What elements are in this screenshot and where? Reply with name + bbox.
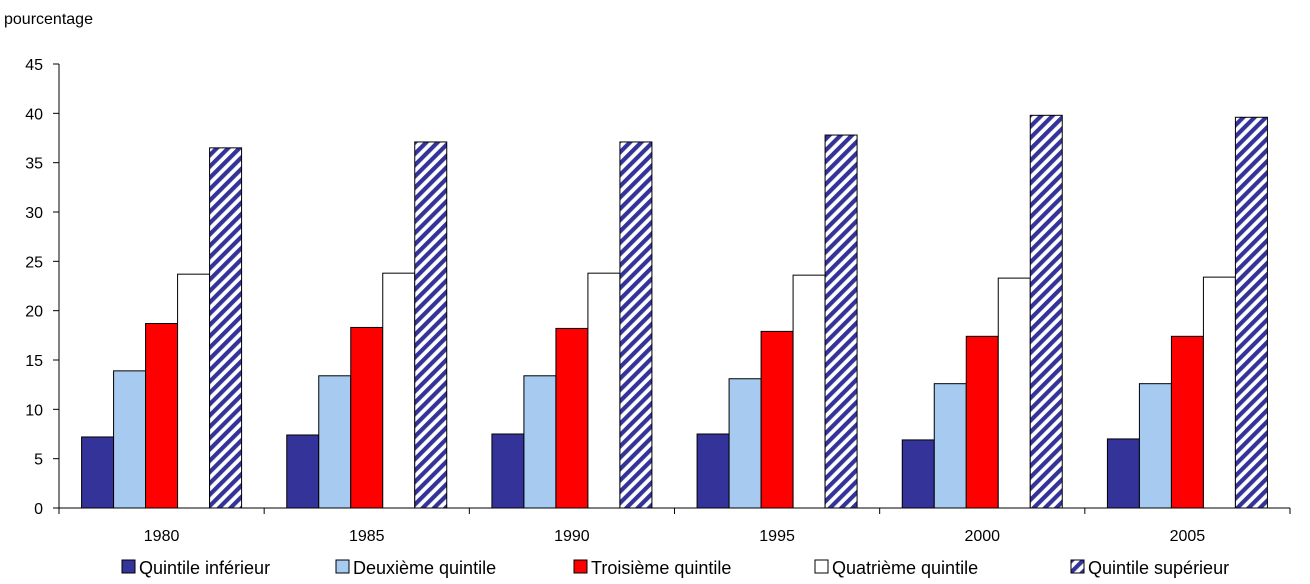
x-tick-label: 1985 xyxy=(349,528,385,545)
bar-2005-series-5 xyxy=(1234,116,1268,509)
bar-2005-series-4 xyxy=(1202,276,1236,509)
legend-label-3: Troisième quintile xyxy=(591,558,731,578)
legend-swatch-3 xyxy=(573,559,588,574)
legend-label-2: Deuxième quintile xyxy=(353,558,496,578)
bar-2005-series-1 xyxy=(1106,438,1140,509)
bar-1980-series-4 xyxy=(177,273,211,509)
bar-1995-series-1 xyxy=(696,433,730,509)
bar-2005-series-3 xyxy=(1170,335,1204,509)
legend-swatch-1 xyxy=(121,559,136,574)
y-axis-label: pourcentage xyxy=(4,11,93,28)
plot-area: 0 5 10 15 20 25 30 35 40 45 1980 1985 1990 1995 2000 20… xyxy=(25,57,1291,545)
legend-swatch-4 xyxy=(814,559,829,574)
bar-1995-series-3 xyxy=(760,330,794,509)
bar-1980-series-2 xyxy=(113,370,147,509)
bar-1980-series-1 xyxy=(81,436,115,509)
bar-1990-series-4 xyxy=(587,272,621,509)
y-tick-label: 40 xyxy=(25,106,43,123)
bar-1990-series-3 xyxy=(555,327,589,509)
x-tick-label: 1995 xyxy=(759,528,795,545)
y-tick-label: 0 xyxy=(34,501,43,518)
bar-2005-series-2 xyxy=(1138,383,1172,509)
legend-swatch-2 xyxy=(335,559,350,574)
y-tick-label: 5 xyxy=(34,452,43,469)
legend-swatch-5 xyxy=(1070,559,1085,574)
x-tick-label: 1980 xyxy=(144,528,180,545)
bar-1985-series-5 xyxy=(414,141,448,509)
bar-1990-series-5 xyxy=(619,141,653,509)
legend-label-5: Quintile supérieur xyxy=(1088,558,1229,578)
bar-2000-series-1 xyxy=(901,439,935,509)
bar-1990-series-2 xyxy=(523,375,557,509)
bar-1985-series-1 xyxy=(286,434,320,509)
bar-1985-series-4 xyxy=(382,272,416,509)
x-tick-label: 2005 xyxy=(1170,528,1206,545)
bar-1985-series-2 xyxy=(318,375,352,509)
bar-1990-series-1 xyxy=(491,433,525,509)
y-tick-label: 35 xyxy=(25,156,43,173)
bar-1980-series-5 xyxy=(209,147,243,509)
bar-1995-series-4 xyxy=(792,274,826,509)
bar-2000-series-2 xyxy=(933,383,967,509)
legend-label-4: Quatrième quintile xyxy=(832,558,978,578)
bar-1980-series-3 xyxy=(145,322,179,509)
x-tick-label: 1990 xyxy=(554,528,590,545)
y-tick-label: 30 xyxy=(25,205,43,222)
bar-1985-series-3 xyxy=(350,326,384,509)
bar-1995-series-2 xyxy=(728,378,762,509)
y-tick-label: 10 xyxy=(25,402,43,419)
y-tick-label: 20 xyxy=(25,304,43,321)
legend: Quintile inférieur Deuxième quintile Trois… xyxy=(121,558,1229,578)
y-tick-label: 45 xyxy=(25,57,43,74)
legend-label-1: Quintile inférieur xyxy=(139,558,270,578)
bar-2000-series-5 xyxy=(1029,114,1063,509)
bar-1995-series-5 xyxy=(824,134,858,509)
bar-2000-series-3 xyxy=(965,335,999,509)
x-tick-label: 2000 xyxy=(964,528,1000,545)
bar-2000-series-4 xyxy=(997,277,1031,509)
y-tick-label: 15 xyxy=(25,353,43,370)
y-tick-label: 25 xyxy=(25,254,43,271)
